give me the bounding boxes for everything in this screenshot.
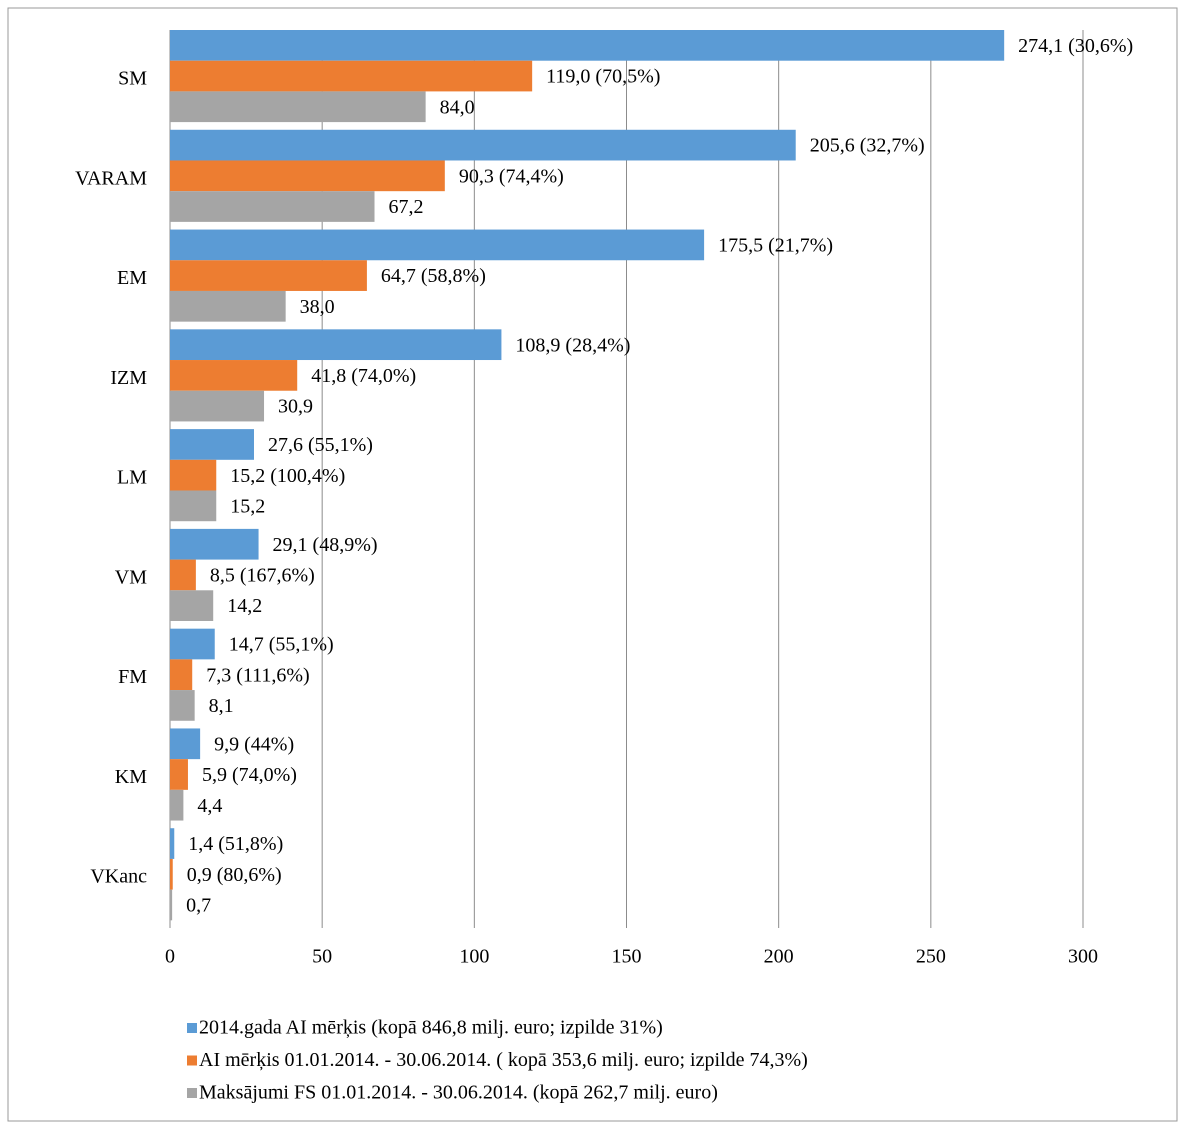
data-label: 29,1 (48,9%) bbox=[273, 534, 378, 556]
data-label: 205,6 (32,7%) bbox=[810, 135, 925, 157]
data-label: 4,4 bbox=[197, 795, 222, 817]
bar bbox=[170, 390, 265, 422]
data-label: 8,1 bbox=[209, 695, 234, 717]
x-tick-label: 200 bbox=[764, 946, 794, 968]
data-label: 0,9 (80,6%) bbox=[187, 864, 282, 886]
bar bbox=[170, 459, 217, 491]
legend-swatch bbox=[187, 1055, 197, 1066]
legend-label: 2014.gada AI mērķis (kopā 846,8 milj. eu… bbox=[199, 1017, 663, 1039]
data-label: 108,9 (28,4%) bbox=[515, 334, 630, 356]
bar bbox=[170, 329, 502, 361]
legend-swatch bbox=[187, 1023, 197, 1033]
bar bbox=[170, 528, 259, 560]
y-tick-label: FM bbox=[118, 666, 147, 688]
data-label: 119,0 (70,5%) bbox=[546, 66, 660, 88]
x-tick-label: 0 bbox=[165, 946, 175, 968]
y-tick-label: VARAM bbox=[75, 167, 147, 189]
bar bbox=[170, 828, 175, 859]
data-label: 15,2 bbox=[230, 495, 265, 517]
bar bbox=[170, 789, 184, 821]
y-tick-label: LM bbox=[117, 467, 147, 489]
x-tick-label: 150 bbox=[612, 946, 642, 968]
data-label: 84,0 bbox=[440, 96, 475, 118]
bar bbox=[170, 759, 188, 790]
data-label: 15,2 (100,4%) bbox=[230, 465, 345, 487]
y-tick-label: IZM bbox=[110, 367, 147, 389]
bar bbox=[170, 160, 445, 192]
legend-swatch bbox=[187, 1088, 197, 1098]
y-tick-label: VKanc bbox=[90, 866, 147, 888]
data-label: 41,8 (74,0%) bbox=[311, 365, 416, 387]
bar bbox=[170, 260, 367, 291]
bar bbox=[170, 129, 796, 161]
data-label: 67,2 bbox=[389, 196, 424, 218]
data-label: 30,9 bbox=[278, 396, 313, 418]
data-label: 8,5 (167,6%) bbox=[210, 565, 315, 587]
y-tick-label: VM bbox=[115, 566, 147, 588]
data-label: 1,4 (51,8%) bbox=[188, 833, 283, 855]
bar bbox=[170, 590, 214, 621]
bar bbox=[170, 659, 193, 691]
data-label: 27,6 (55,1%) bbox=[268, 434, 373, 456]
legend-label: AI mērķis 01.01.2014. - 30.06.2014. ( ko… bbox=[199, 1049, 808, 1071]
data-label: 9,9 (44%) bbox=[214, 733, 294, 755]
data-label: 14,7 (55,1%) bbox=[229, 634, 334, 656]
data-label: 64,7 (58,8%) bbox=[381, 265, 486, 287]
bar bbox=[170, 229, 705, 261]
y-tick-label: KM bbox=[115, 766, 147, 788]
bar bbox=[170, 490, 217, 522]
bar bbox=[170, 60, 533, 92]
y-tick-label: SM bbox=[118, 67, 147, 89]
bar bbox=[170, 290, 286, 322]
data-label: 5,9 (74,0%) bbox=[202, 764, 297, 786]
bar bbox=[170, 628, 215, 660]
x-tick-label: 100 bbox=[459, 946, 489, 968]
bar bbox=[170, 858, 173, 890]
x-tick-label: 50 bbox=[312, 946, 332, 968]
bar bbox=[170, 30, 1005, 61]
data-label: 14,2 bbox=[227, 595, 262, 617]
bar bbox=[170, 91, 426, 123]
bar bbox=[170, 728, 201, 760]
data-label: 90,3 (74,4%) bbox=[459, 165, 564, 187]
data-label: 7,3 (111,6%) bbox=[206, 664, 310, 686]
y-tick-label: EM bbox=[117, 267, 147, 289]
data-label: 175,5 (21,7%) bbox=[718, 234, 833, 256]
bar bbox=[170, 360, 298, 391]
bar bbox=[170, 429, 254, 460]
data-label: 38,0 bbox=[300, 296, 335, 318]
bar bbox=[170, 191, 375, 222]
bar bbox=[170, 889, 173, 921]
legend-label: Maksājumi FS 01.01.2014. - 30.06.2014. (… bbox=[199, 1082, 718, 1104]
bar bbox=[170, 559, 196, 591]
data-label: 274,1 (30,6%) bbox=[1018, 35, 1133, 57]
x-tick-label: 250 bbox=[916, 946, 946, 968]
bar bbox=[170, 690, 195, 721]
x-tick-label: 300 bbox=[1068, 946, 1098, 968]
data-label: 0,7 bbox=[186, 895, 211, 917]
